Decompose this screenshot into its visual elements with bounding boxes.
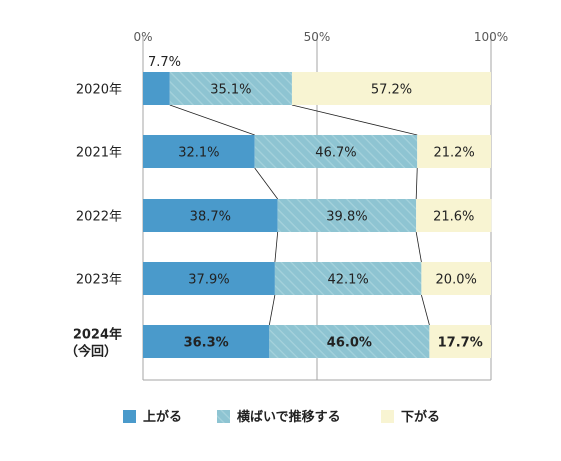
bar-segment-flat (277, 199, 417, 232)
data-label: 32.1% (178, 146, 219, 161)
data-label: 20.0% (436, 273, 477, 288)
x-tick-label: 0% (133, 30, 152, 44)
legend-label: 下がる (401, 409, 440, 425)
bar-segment-up (143, 262, 275, 295)
bar-segment-down (416, 199, 492, 232)
data-label: 17.7% (438, 336, 483, 351)
category-label: 2020年 (76, 83, 122, 98)
legend-label: 横ばいで推移する (237, 409, 341, 425)
data-label: 37.9% (188, 273, 229, 288)
connector-line (268, 294, 276, 326)
category-label: 2024年（今回） (65, 327, 122, 360)
bar-segment-up (143, 72, 170, 105)
connector-line (415, 231, 422, 263)
label-layer: 7.7% 35.1% 57.2% 2020年 32.1% 46.7% 21.2% 2021年 3… (65, 55, 483, 360)
connector-line (415, 167, 418, 200)
connector-layer (169, 104, 430, 326)
data-label: 36.3% (184, 336, 229, 351)
bar-segment-flat (254, 135, 418, 168)
legend: 上がる 横ばいで推移する 下がる (123, 409, 440, 425)
bar-segment-down (417, 135, 491, 168)
bar-segment-flat (274, 262, 422, 295)
bar-layer (143, 72, 492, 358)
bar-segment-down (421, 262, 491, 295)
x-tick-label: 100% (474, 30, 508, 44)
data-label: 21.6% (433, 210, 474, 225)
data-label: 21.2% (433, 146, 474, 161)
connector-line (254, 167, 278, 200)
legend-label: 上がる (143, 409, 182, 425)
connector-line (169, 104, 255, 136)
connector-line (274, 231, 279, 263)
connector-line (421, 294, 430, 326)
data-label: 46.0% (327, 336, 372, 351)
bar-segment-up (143, 325, 270, 358)
data-label: 7.7% (148, 55, 181, 70)
bar-segment-down (291, 72, 491, 105)
legend-swatch (381, 410, 394, 423)
x-tick-label: 50% (304, 30, 331, 44)
category-label: 2022年 (76, 210, 122, 225)
legend-swatch (123, 410, 136, 423)
data-label: 57.2% (371, 83, 412, 98)
bar-segment-up (143, 199, 278, 232)
data-label: 38.7% (190, 210, 231, 225)
data-label: 42.1% (327, 273, 368, 288)
data-label: 46.7% (315, 146, 356, 161)
bar-segment-up (143, 135, 255, 168)
data-label: 39.8% (326, 210, 367, 225)
connector-line (291, 104, 418, 136)
category-label: 2021年 (76, 146, 122, 161)
bar-segment-flat (269, 325, 430, 358)
category-label: 2023年 (76, 273, 122, 288)
data-label: 35.1% (210, 83, 251, 98)
legend-swatch (217, 410, 230, 423)
bar-segment-flat (169, 72, 292, 105)
bar-segment-down (429, 325, 491, 358)
